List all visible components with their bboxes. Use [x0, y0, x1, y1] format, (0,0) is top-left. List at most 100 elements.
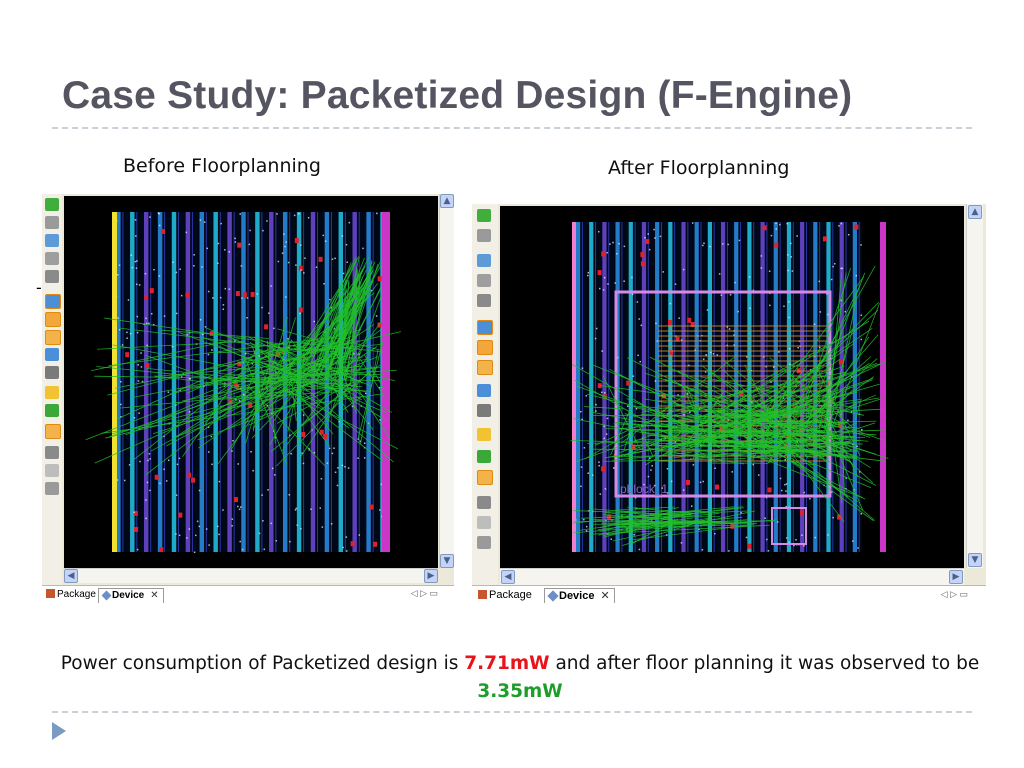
zoom-fit-icon[interactable]: [477, 254, 491, 267]
fabric-dot: [205, 528, 208, 530]
fabric-dot: [599, 287, 601, 290]
fabric-dot: [698, 528, 700, 531]
tab-package[interactable]: Package: [46, 588, 96, 602]
scroll-left-icon[interactable]: ◀: [501, 570, 515, 584]
pblock-icon[interactable]: [45, 424, 61, 439]
scroll-right-icon[interactable]: ▶: [949, 570, 963, 584]
fabric-dot: [323, 282, 325, 285]
fabric-resource: [187, 472, 192, 478]
vertical-scrollbar[interactable]: ▲ ▼: [966, 204, 983, 568]
cells-icon[interactable]: [477, 360, 493, 375]
fabric-dot: [261, 494, 263, 496]
fabric-column: [707, 222, 712, 552]
tab-nav-arrows[interactable]: ◁ ▷ ▭: [410, 588, 438, 598]
fabric-dot: [670, 480, 673, 483]
stray-dash: -: [36, 278, 42, 297]
fabric-dot: [329, 298, 331, 301]
wire-icon[interactable]: [477, 536, 491, 549]
net-line: [154, 365, 273, 377]
tab-device-label: Device: [559, 590, 595, 602]
fabric-dot: [378, 386, 381, 389]
tab-device[interactable]: Device ✕: [544, 588, 615, 603]
tab-package[interactable]: Package: [478, 588, 532, 602]
cells-icon[interactable]: [45, 330, 61, 345]
close-icon[interactable]: ✕: [600, 590, 610, 602]
tab-nav-arrows[interactable]: ◁ ▷ ▭: [940, 589, 968, 599]
back-arrow-icon[interactable]: [477, 229, 491, 242]
zoom-fit-icon[interactable]: [45, 234, 59, 247]
fabric-dot: [604, 488, 607, 490]
fabric-edge: [880, 222, 886, 552]
scroll-right-icon[interactable]: ▶: [424, 569, 438, 583]
net-line: [612, 451, 692, 461]
vertical-scrollbar[interactable]: ▲ ▼: [439, 194, 454, 568]
fabric-dot: [691, 505, 693, 507]
resize-icon[interactable]: [477, 516, 491, 529]
fabric-resource: [762, 225, 767, 231]
pblock-icon[interactable]: [477, 470, 493, 485]
fabric-resource: [279, 348, 284, 354]
fabric-dot: [342, 546, 344, 549]
device-icon: [547, 590, 559, 602]
net-line: [270, 393, 341, 453]
net-line: [270, 372, 291, 395]
resize-icon[interactable]: [45, 464, 59, 477]
scroll-up-icon[interactable]: ▲: [440, 194, 454, 208]
tools-icon[interactable]: [45, 366, 59, 379]
after-layout-graphic: [570, 222, 889, 552]
net-line: [783, 356, 872, 435]
forward-arrow-icon[interactable]: [477, 209, 491, 222]
fabric-dot: [185, 231, 188, 234]
home-icon[interactable]: [45, 252, 59, 265]
home-icon[interactable]: [477, 274, 491, 287]
fabric-dot: [585, 395, 588, 397]
tools-icon[interactable]: [477, 404, 491, 417]
net-line: [789, 284, 861, 429]
fabric-dot: [129, 332, 132, 335]
fabric-dot: [118, 328, 121, 331]
routing-icon[interactable]: [45, 294, 61, 309]
fabric-column: [589, 222, 594, 552]
bell-icon[interactable]: [477, 428, 491, 441]
device-canvas[interactable]: [64, 196, 438, 568]
pointer-icon[interactable]: [45, 446, 59, 459]
select-icon[interactable]: [45, 270, 59, 283]
fabric-dot: [623, 280, 625, 282]
nets-icon[interactable]: [45, 312, 61, 327]
grid-icon[interactable]: [477, 450, 491, 463]
scroll-down-icon[interactable]: ▼: [440, 554, 454, 568]
routing-icon[interactable]: [477, 320, 493, 335]
net-line: [828, 300, 857, 433]
pointer-icon[interactable]: [477, 496, 491, 509]
fabric-dot: [146, 481, 149, 484]
bell-icon[interactable]: [45, 386, 59, 399]
device-canvas[interactable]: pblock_1: [500, 206, 964, 568]
fabric-dot: [666, 467, 669, 470]
fabric-dot: [252, 469, 254, 472]
scroll-left-icon[interactable]: ◀: [64, 569, 78, 583]
fabric-dot: [819, 311, 822, 313]
wire-icon[interactable]: [45, 482, 59, 495]
schematic-icon[interactable]: [477, 384, 491, 397]
horizontal-scrollbar[interactable]: ◀ ▶: [500, 568, 964, 585]
close-icon[interactable]: ✕: [150, 590, 159, 601]
fabric-dot: [796, 235, 798, 237]
back-arrow-icon[interactable]: [45, 216, 59, 229]
fabric-dot: [295, 264, 297, 266]
fabric-dot: [760, 267, 763, 269]
nets-icon[interactable]: [477, 340, 493, 355]
net-line: [743, 343, 854, 422]
scroll-up-icon[interactable]: ▲: [968, 205, 982, 219]
scroll-down-icon[interactable]: ▼: [968, 553, 982, 567]
schematic-icon[interactable]: [45, 348, 59, 361]
fabric-dot: [242, 361, 244, 364]
forward-arrow-icon[interactable]: [45, 198, 59, 211]
select-icon[interactable]: [477, 294, 491, 307]
fabric-dot: [826, 293, 828, 295]
fabric-resource: [294, 238, 299, 244]
grid-icon[interactable]: [45, 404, 59, 417]
net-line: [573, 510, 692, 516]
tab-device[interactable]: Device ✕: [98, 588, 164, 603]
horizontal-scrollbar[interactable]: ◀ ▶: [64, 568, 438, 583]
fabric-column: [655, 222, 660, 552]
